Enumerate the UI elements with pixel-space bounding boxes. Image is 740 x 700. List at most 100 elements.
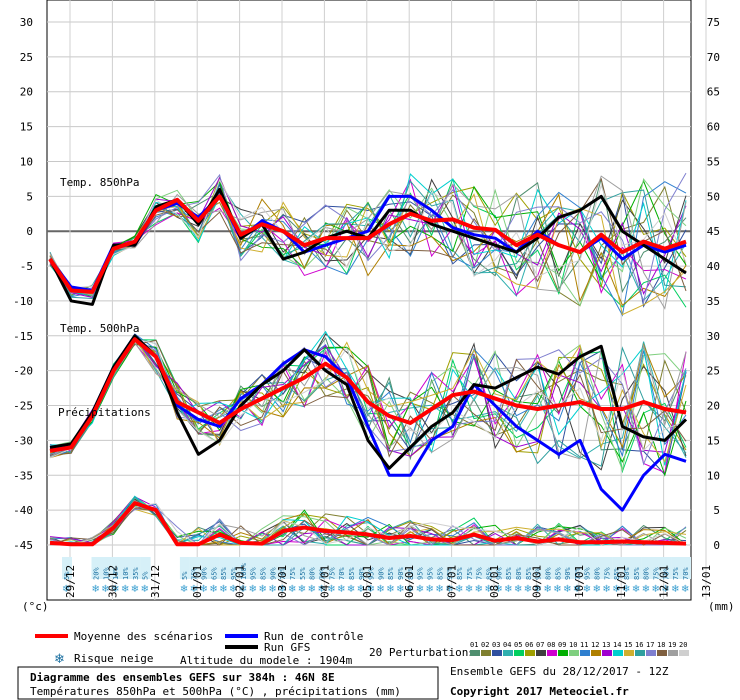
snow-risk-pct: 75% [672,567,680,580]
legend-label-mean: Moyenne des scénarios [74,630,213,643]
perturbation-id: 08 [547,641,555,649]
snow-risk-cell [287,557,298,579]
snowflake-icon: ❄ [298,584,306,595]
snow-risk-pct: 85% [260,567,268,580]
snowflake-icon: ❄ [524,584,532,595]
snowflake-icon: ❄ [553,584,561,595]
snowflake-icon: ❄ [111,584,119,595]
left-tick-label: 30 [20,16,33,29]
perturbation-id: 13 [602,641,610,649]
perturbation-id: 19 [668,641,676,649]
snowflake-icon: ❄ [396,584,404,595]
snowflake-icon: ❄ [445,584,453,595]
left-tick-label: -35 [13,469,33,482]
snow-risk-pct: 90% [377,567,385,580]
snow-risk-cell [297,557,308,579]
snow-risk-pct: 75% [191,567,199,580]
snow-risk-cell [553,557,564,579]
x-tick-label: 03/01 [276,565,289,598]
snow-risk-pct: 5% [181,571,189,580]
x-tick-label: 09/01 [530,565,543,598]
left-tick-label: -40 [13,504,33,517]
snow-risk-cell [612,557,623,579]
snow-risk-cell [179,557,190,579]
snow-risk-pct: 70% [682,567,690,580]
left-tick-label: 15 [20,121,33,134]
snowflake-icon: ❄ [101,584,109,595]
snow-risk-cell [681,557,691,579]
snowflake-icon: ❄ [288,584,296,595]
snow-risk-cell [327,557,338,579]
snow-risk-cell [661,557,672,579]
snow-risk-cell [258,557,269,579]
perturbation-swatch [536,650,546,656]
snow-risk-cell [278,557,289,579]
snowflake-icon: ❄ [229,584,237,595]
snow-risk-pct: 95% [535,567,543,580]
snowflake-icon: ❄ [317,584,325,595]
snowflake-icon: ❄ [259,584,267,595]
snowflake-icon: ❄ [357,584,365,595]
x-tick-label: 02/01 [234,565,247,598]
snow-risk-pct: 80% [309,567,317,580]
perturbation-line [49,175,687,310]
snow-risk-pct: 90% [358,567,366,580]
snow-risk-cell [396,557,407,579]
snow-risk-pct: 90% [269,567,277,580]
snow-risk-cell [317,557,328,579]
snow-risk-pct: 85% [485,567,493,580]
snow-risk-pct: 95% [417,567,425,580]
snow-risk-cell [219,557,230,579]
snow-risk-pct: 90% [397,567,405,580]
snow-risk-cell [572,557,583,579]
altitude-label: Altitude du modele : 1904m [180,654,353,667]
perturbation-swatch [657,650,667,656]
snow-risk-pct: 55% [299,567,307,580]
snow-risk-pct: 70% [318,567,326,580]
x-axis-labels: 29/12 30/12 31/12 01/01 02/01 03/01 04/01 05/01… [64,565,713,598]
perturbation-id: 03 [492,641,500,649]
snowflake-icon: ❄ [573,584,581,595]
snow-risk-cell [337,557,348,579]
snow-risk-pct: 85% [436,567,444,580]
snow-risk-cell [62,557,72,579]
snowflake-icon: ❄ [642,584,650,595]
perturbation-swatch [591,650,601,656]
perturbation-line [49,333,687,458]
perturbation-id: 17 [646,641,654,649]
snow-risk-cell [651,557,662,579]
perturbation-line [49,338,687,459]
snow-risk-cell [513,557,524,579]
snow-risk-cell [582,557,593,579]
snow-risk-pct: 100% [240,562,248,580]
snowflake-icon: ❄ [62,584,70,595]
perturbation-swatch [481,650,491,656]
snow-risk-cell [209,557,220,579]
perturbation-id: 14 [613,641,621,649]
x-tick-label: 11/01 [615,565,628,598]
chart-subtitle: Températures 850hPa et 500hPa (°C) , pré… [30,685,401,698]
snow-risk-cell [504,557,515,579]
grid [47,0,707,600]
left-tick-label: -45 [13,539,33,552]
snow-risk-cell [592,557,603,579]
snowflake-icon: ❄ [681,584,689,595]
snow-risk-pct: 5% [142,571,150,580]
snowflake-icon: ❄ [465,584,473,595]
snowflake-icon: ❄ [406,584,414,595]
left-tick-label: 0 [26,225,33,238]
perturbation-swatch [635,650,645,656]
right-tick-label: 50 [707,190,720,203]
left-unit-label: (°c) [22,600,49,613]
snow-risk-cell [248,557,259,579]
snowflake-icon: ❄ [661,584,669,595]
series-precip-mean [49,501,687,547]
series-layer [48,187,688,547]
snowflake-icon: ❄ [416,584,424,595]
snowflake-icon: ❄ [367,584,375,595]
snow-risk-pct: 10% [112,567,120,580]
perturbation-id: 20 [679,641,687,649]
panel-label-t850: Temp. 850hPa [60,176,139,189]
perturbation-id: 12 [591,641,599,649]
